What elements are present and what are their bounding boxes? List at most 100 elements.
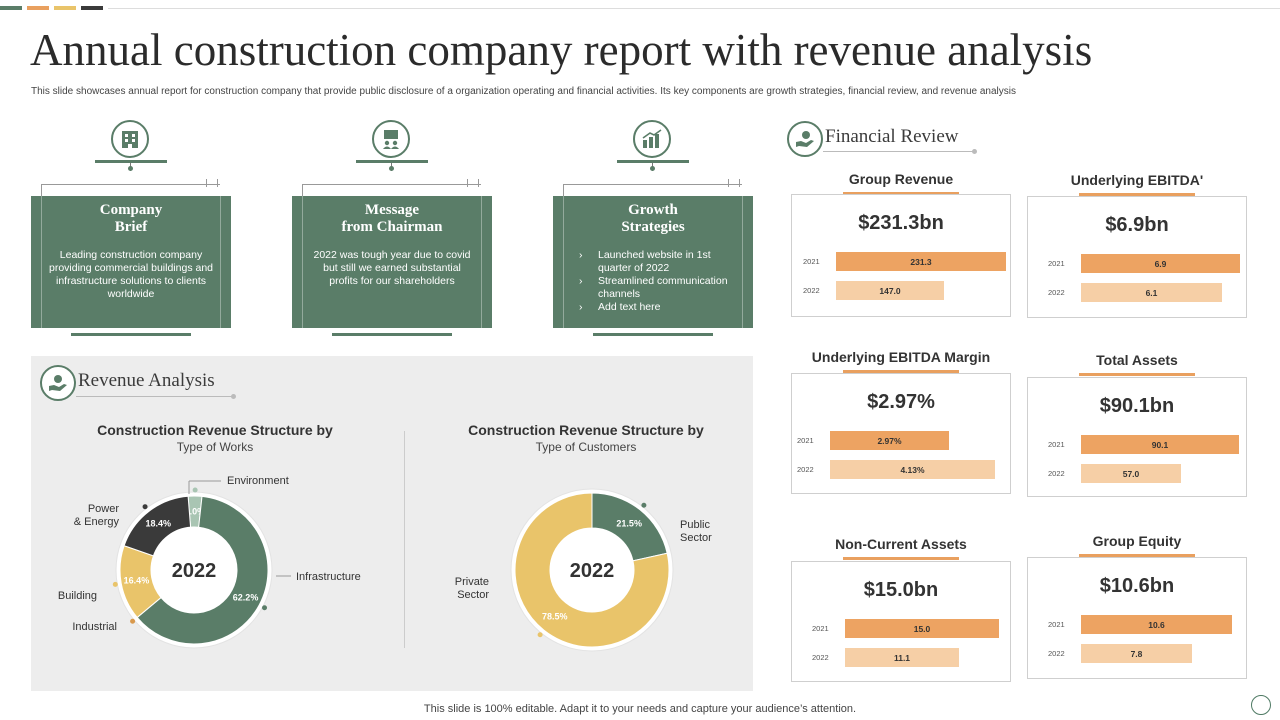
revenue-analysis-title: Revenue Analysis: [78, 370, 215, 391]
chart2-title: Construction Revenue Structure by: [468, 422, 704, 438]
label-connector-dot: [537, 632, 543, 638]
list-item: Launched website in 1st quarter of 2022: [579, 249, 739, 275]
metric-box: $231.3bn 2021 231.3 2022 147.0: [791, 194, 1011, 317]
category-label: Private: [455, 576, 489, 588]
donut-slice: [123, 495, 192, 557]
metric-title: Group Equity: [1092, 533, 1182, 549]
metric-box: $10.6bn 2021 10.6 2022 7.8: [1027, 557, 1247, 679]
connector-line: [563, 184, 742, 197]
metric-headline-value: $10.6bn: [1099, 575, 1175, 597]
company-brief-card: Company Brief Leading construction compan…: [31, 118, 231, 338]
icon-underline: [356, 160, 428, 163]
title-rule: [76, 396, 234, 397]
metric-headline-value: $2.97%: [867, 391, 935, 413]
connector-line: [302, 184, 481, 197]
donut-slice: [136, 495, 269, 645]
chairman-message-card: Message from Chairman 2022 was tough year…: [292, 118, 492, 338]
metric-bar: 231.3: [836, 252, 1006, 271]
label-connector-dot: [262, 605, 268, 611]
slice-value-label: 16.4%: [124, 576, 150, 586]
category-label: Power: [88, 503, 120, 515]
card-text: Leading construction company providing c…: [49, 249, 214, 300]
year-label: 2022: [1048, 288, 1065, 297]
list-item: Streamlined communication channels: [579, 275, 739, 301]
revenue-analysis-panel: Revenue Analysis Construction Revenue St…: [31, 356, 753, 691]
hand-coin-icon: [40, 365, 76, 401]
title-rule-dot: [972, 149, 977, 154]
top-rule: [108, 8, 1280, 9]
slice-value-label: 21.5%: [616, 519, 642, 529]
metric-title: Non-Current Assets: [835, 536, 967, 552]
year-label: 2022: [1048, 469, 1065, 478]
title-rule-dot: [231, 394, 236, 399]
year-label: 2021: [1048, 620, 1065, 629]
metric-title: Underlying EBITDA': [1070, 172, 1204, 188]
metric-title: Underlying EBITDA Margin: [811, 349, 991, 365]
metric-bar: 15.0: [845, 619, 999, 638]
label-connector-dot: [641, 502, 647, 508]
metric-title-underline: [843, 370, 959, 373]
metric-bar: 10.6: [1081, 615, 1232, 634]
year-label: 2021: [812, 624, 829, 633]
footer-note: This slide is 100% editable. Adapt it to…: [423, 703, 857, 715]
connector-dot: [650, 166, 655, 171]
metric-bar: 90.1: [1081, 435, 1239, 454]
strategy-list: Launched website in 1st quarter of 2022 …: [579, 249, 739, 314]
card-underbar: [332, 333, 452, 336]
hand-money-icon: [787, 121, 823, 157]
card-underbar: [593, 333, 713, 336]
connector-bracket: [467, 179, 479, 187]
slice-value-label: 3.0%: [185, 507, 206, 517]
metric-box: $15.0bn 2021 15.0 2022 11.1: [791, 561, 1011, 682]
category-label: Public: [680, 519, 710, 531]
metric-box: $6.9bn 2021 6.9 2022 6.1: [1027, 196, 1247, 318]
metric-bar: 147.0: [836, 281, 944, 300]
company-brief-box: Company Brief Leading construction compan…: [31, 196, 231, 328]
metric-bar: 4.13%: [830, 460, 995, 479]
slice-value-label: 18.4%: [145, 519, 171, 529]
category-label: Sector: [457, 589, 489, 601]
year-label: 2021: [803, 257, 820, 266]
growth-chart-icon: [633, 120, 671, 158]
metric-title: Total Assets: [1096, 352, 1178, 368]
card-title: Company Brief: [99, 202, 163, 235]
label-connector-dot: [142, 504, 148, 510]
title-rule: [823, 151, 975, 152]
category-label: & Energy: [74, 516, 120, 528]
slice-value-label: 62.2%: [233, 593, 259, 603]
card-text: 2022 was tough year due to covid but sti…: [313, 249, 471, 287]
chart1-subtitle: Type of Works: [176, 440, 254, 454]
metric-headline-value: $90.1bn: [1099, 395, 1175, 417]
label-connector-dot: [112, 581, 118, 587]
donut-center-year: 2022: [570, 560, 615, 582]
chart-divider: [404, 431, 405, 648]
label-connector-dot: [130, 618, 136, 624]
connector-bracket: [206, 179, 218, 187]
card-underbar: [71, 333, 191, 336]
category-label: Environment: [227, 475, 289, 487]
donut-slice: [514, 492, 670, 648]
metric-headline-value: $6.9bn: [1105, 214, 1169, 236]
donut-center: [556, 534, 628, 606]
building-icon: [111, 120, 149, 158]
metric-title-underline: [843, 192, 959, 195]
icon-underline: [617, 160, 689, 163]
page-subtitle: This slide showcases annual report for c…: [31, 86, 1016, 97]
connector-line: [41, 184, 220, 197]
connector-dot: [128, 166, 133, 171]
year-label: 2022: [797, 465, 814, 474]
metric-title-underline: [1079, 373, 1195, 376]
list-item: Add text here: [579, 301, 739, 314]
icon-underline: [95, 160, 167, 163]
connector-dot: [389, 166, 394, 171]
metric-title-underline: [843, 557, 959, 560]
metric-bar: 57.0: [1081, 464, 1181, 483]
metric-title-underline: [1079, 554, 1195, 557]
category-label: Industrial: [72, 621, 117, 633]
donut-charts-canvas: 3.0%Environment62.2%Infrastructure0.0%In…: [58, 475, 712, 652]
connector-bracket: [728, 179, 740, 187]
metric-headline-value: $231.3bn: [858, 212, 944, 234]
year-label: 2022: [1048, 649, 1065, 658]
